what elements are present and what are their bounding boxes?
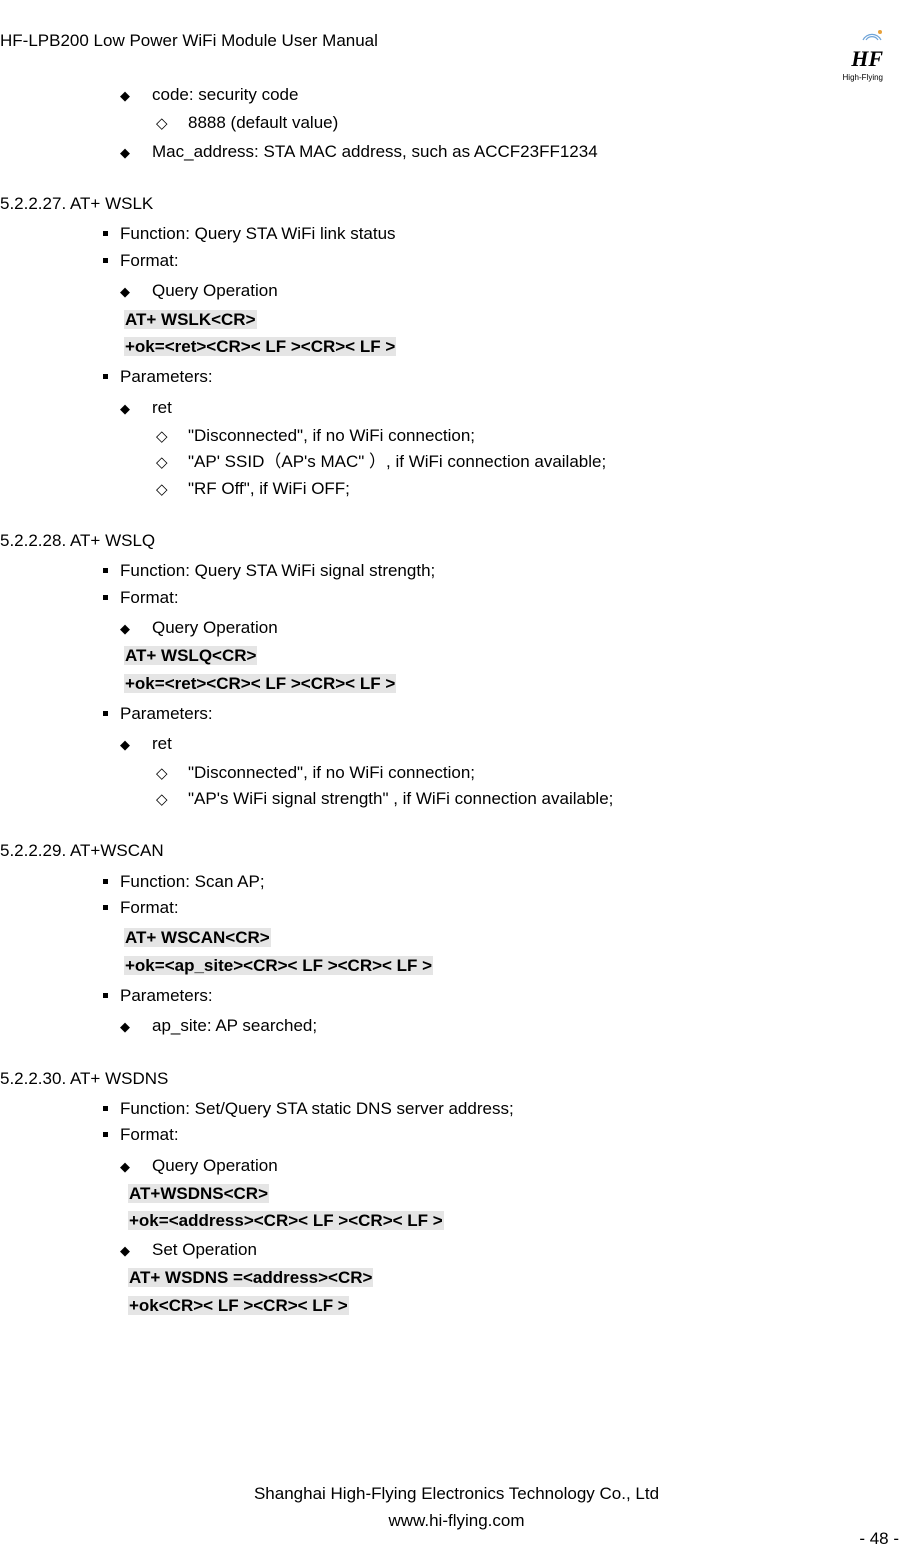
command-text: AT+WSDNS<CR> <box>128 1184 269 1203</box>
hollow-list: "Disconnected", if no WiFi connection;"A… <box>80 760 897 813</box>
list-item: Format: <box>120 248 897 274</box>
diamond-list: Query Operation <box>80 1153 897 1179</box>
pre-section-list: code: security code8888 (default value)M… <box>80 82 897 165</box>
page-number: - 48 - <box>859 1526 899 1552</box>
list-item: Function: Query STA WiFi signal strength… <box>120 558 897 584</box>
diamond-list: Query Operation <box>80 278 897 304</box>
list-item: Parameters: <box>120 983 897 1009</box>
list-item: Query Operation <box>152 615 897 641</box>
section-heading: 5.2.2.29. AT+WSCAN <box>0 838 897 864</box>
command-text: AT+ WSCAN<CR> <box>124 928 271 947</box>
square-list: Function: Set/Query STA static DNS serve… <box>80 1096 897 1149</box>
list-item: Mac_address: STA MAC address, such as AC… <box>152 139 897 165</box>
list-item: Function: Set/Query STA static DNS serve… <box>120 1096 897 1122</box>
logo: HF High-Flying <box>843 28 883 80</box>
list-item: "AP's WiFi signal strength" , if WiFi co… <box>188 786 897 812</box>
command-text: +ok=<address><CR>< LF ><CR>< LF > <box>128 1211 444 1230</box>
command-line: +ok<CR>< LF ><CR>< LF > <box>80 1293 897 1319</box>
command-line: +ok=<ret><CR>< LF ><CR>< LF > <box>80 671 897 697</box>
doc-title: HF-LPB200 Low Power WiFi Module User Man… <box>0 28 378 54</box>
command-line: AT+ WSCAN<CR> <box>80 925 897 951</box>
section-heading: 5.2.2.30. AT+ WSDNS <box>0 1066 897 1092</box>
list-item: ret <box>152 731 897 757</box>
list-item: Format: <box>120 895 897 921</box>
list-item: "Disconnected", if no WiFi connection; <box>188 423 897 449</box>
list-item: "AP' SSID（AP's MAC" ）, if WiFi connectio… <box>188 449 897 475</box>
list-item: Parameters: <box>120 701 897 727</box>
diamond-list: code: security code8888 (default value)M… <box>80 82 897 165</box>
footer-url: www.hi-flying.com <box>0 1508 913 1534</box>
page: HF-LPB200 Low Power WiFi Module User Man… <box>0 0 913 1558</box>
section-heading: 5.2.2.28. AT+ WSLQ <box>0 528 897 554</box>
diamond-list: Set Operation <box>80 1237 897 1263</box>
list-item: Function: Scan AP; <box>120 869 897 895</box>
command-text: AT+ WSDNS =<address><CR> <box>128 1268 373 1287</box>
diamond-list: Query Operation <box>80 615 897 641</box>
command-line: AT+ WSLK<CR> <box>80 307 897 333</box>
command-line: AT+ WSDNS =<address><CR> <box>80 1265 897 1291</box>
command-text: AT+ WSLQ<CR> <box>124 646 257 665</box>
header: HF-LPB200 Low Power WiFi Module User Man… <box>0 28 913 80</box>
logo-arc-icon <box>843 28 883 42</box>
command-text: +ok=<ret><CR>< LF ><CR>< LF > <box>124 337 396 356</box>
square-list: Parameters: <box>80 364 897 390</box>
list-item: Format: <box>120 1122 897 1148</box>
logo-subtext: High-Flying <box>843 76 883 80</box>
command-text: +ok=<ret><CR>< LF ><CR>< LF > <box>124 674 396 693</box>
diamond-list: ret <box>80 731 897 757</box>
section-heading: 5.2.2.27. AT+ WSLK <box>0 191 897 217</box>
hollow-list: "Disconnected", if no WiFi connection;"A… <box>80 423 897 502</box>
command-text: AT+ WSLK<CR> <box>124 310 257 329</box>
command-line: AT+WSDNS<CR> <box>80 1181 897 1207</box>
command-text: +ok<CR>< LF ><CR>< LF > <box>128 1296 349 1315</box>
list-item: Function: Query STA WiFi link status <box>120 221 897 247</box>
footer-company: Shanghai High-Flying Electronics Technol… <box>0 1481 913 1507</box>
square-list: Function: Query STA WiFi link statusForm… <box>80 221 897 274</box>
diamond-list: ap_site: AP searched; <box>80 1013 897 1039</box>
list-item: Query Operation <box>152 278 897 304</box>
list-item: Format: <box>120 585 897 611</box>
command-line: +ok=<address><CR>< LF ><CR>< LF > <box>80 1208 897 1234</box>
command-text: +ok=<ap_site><CR>< LF ><CR>< LF > <box>124 956 433 975</box>
square-list: Function: Query STA WiFi signal strength… <box>80 558 897 611</box>
command-line: AT+ WSLQ<CR> <box>80 643 897 669</box>
list-item: ap_site: AP searched; <box>152 1013 897 1039</box>
square-list: Parameters: <box>80 701 897 727</box>
command-line: +ok=<ret><CR>< LF ><CR>< LF > <box>80 334 897 360</box>
square-list: Parameters: <box>80 983 897 1009</box>
body-content: code: security code8888 (default value)M… <box>0 82 913 1319</box>
square-list: Function: Scan AP;Format: <box>80 869 897 922</box>
command-line: +ok=<ap_site><CR>< LF ><CR>< LF > <box>80 953 897 979</box>
diamond-list: ret <box>80 395 897 421</box>
list-item: ret <box>152 395 897 421</box>
hollow-list: 8888 (default value) <box>152 110 897 136</box>
logo-text: HF <box>851 46 883 71</box>
list-item: Set Operation <box>152 1237 897 1263</box>
list-item: "RF Off", if WiFi OFF; <box>188 476 897 502</box>
list-item: Query Operation <box>152 1153 897 1179</box>
list-item: "Disconnected", if no WiFi connection; <box>188 760 897 786</box>
footer: Shanghai High-Flying Electronics Technol… <box>0 1481 913 1534</box>
sections-container: 5.2.2.27. AT+ WSLKFunction: Query STA Wi… <box>80 191 897 1319</box>
list-item: 8888 (default value) <box>188 110 897 136</box>
list-item: code: security code8888 (default value) <box>152 82 897 137</box>
list-item: Parameters: <box>120 364 897 390</box>
